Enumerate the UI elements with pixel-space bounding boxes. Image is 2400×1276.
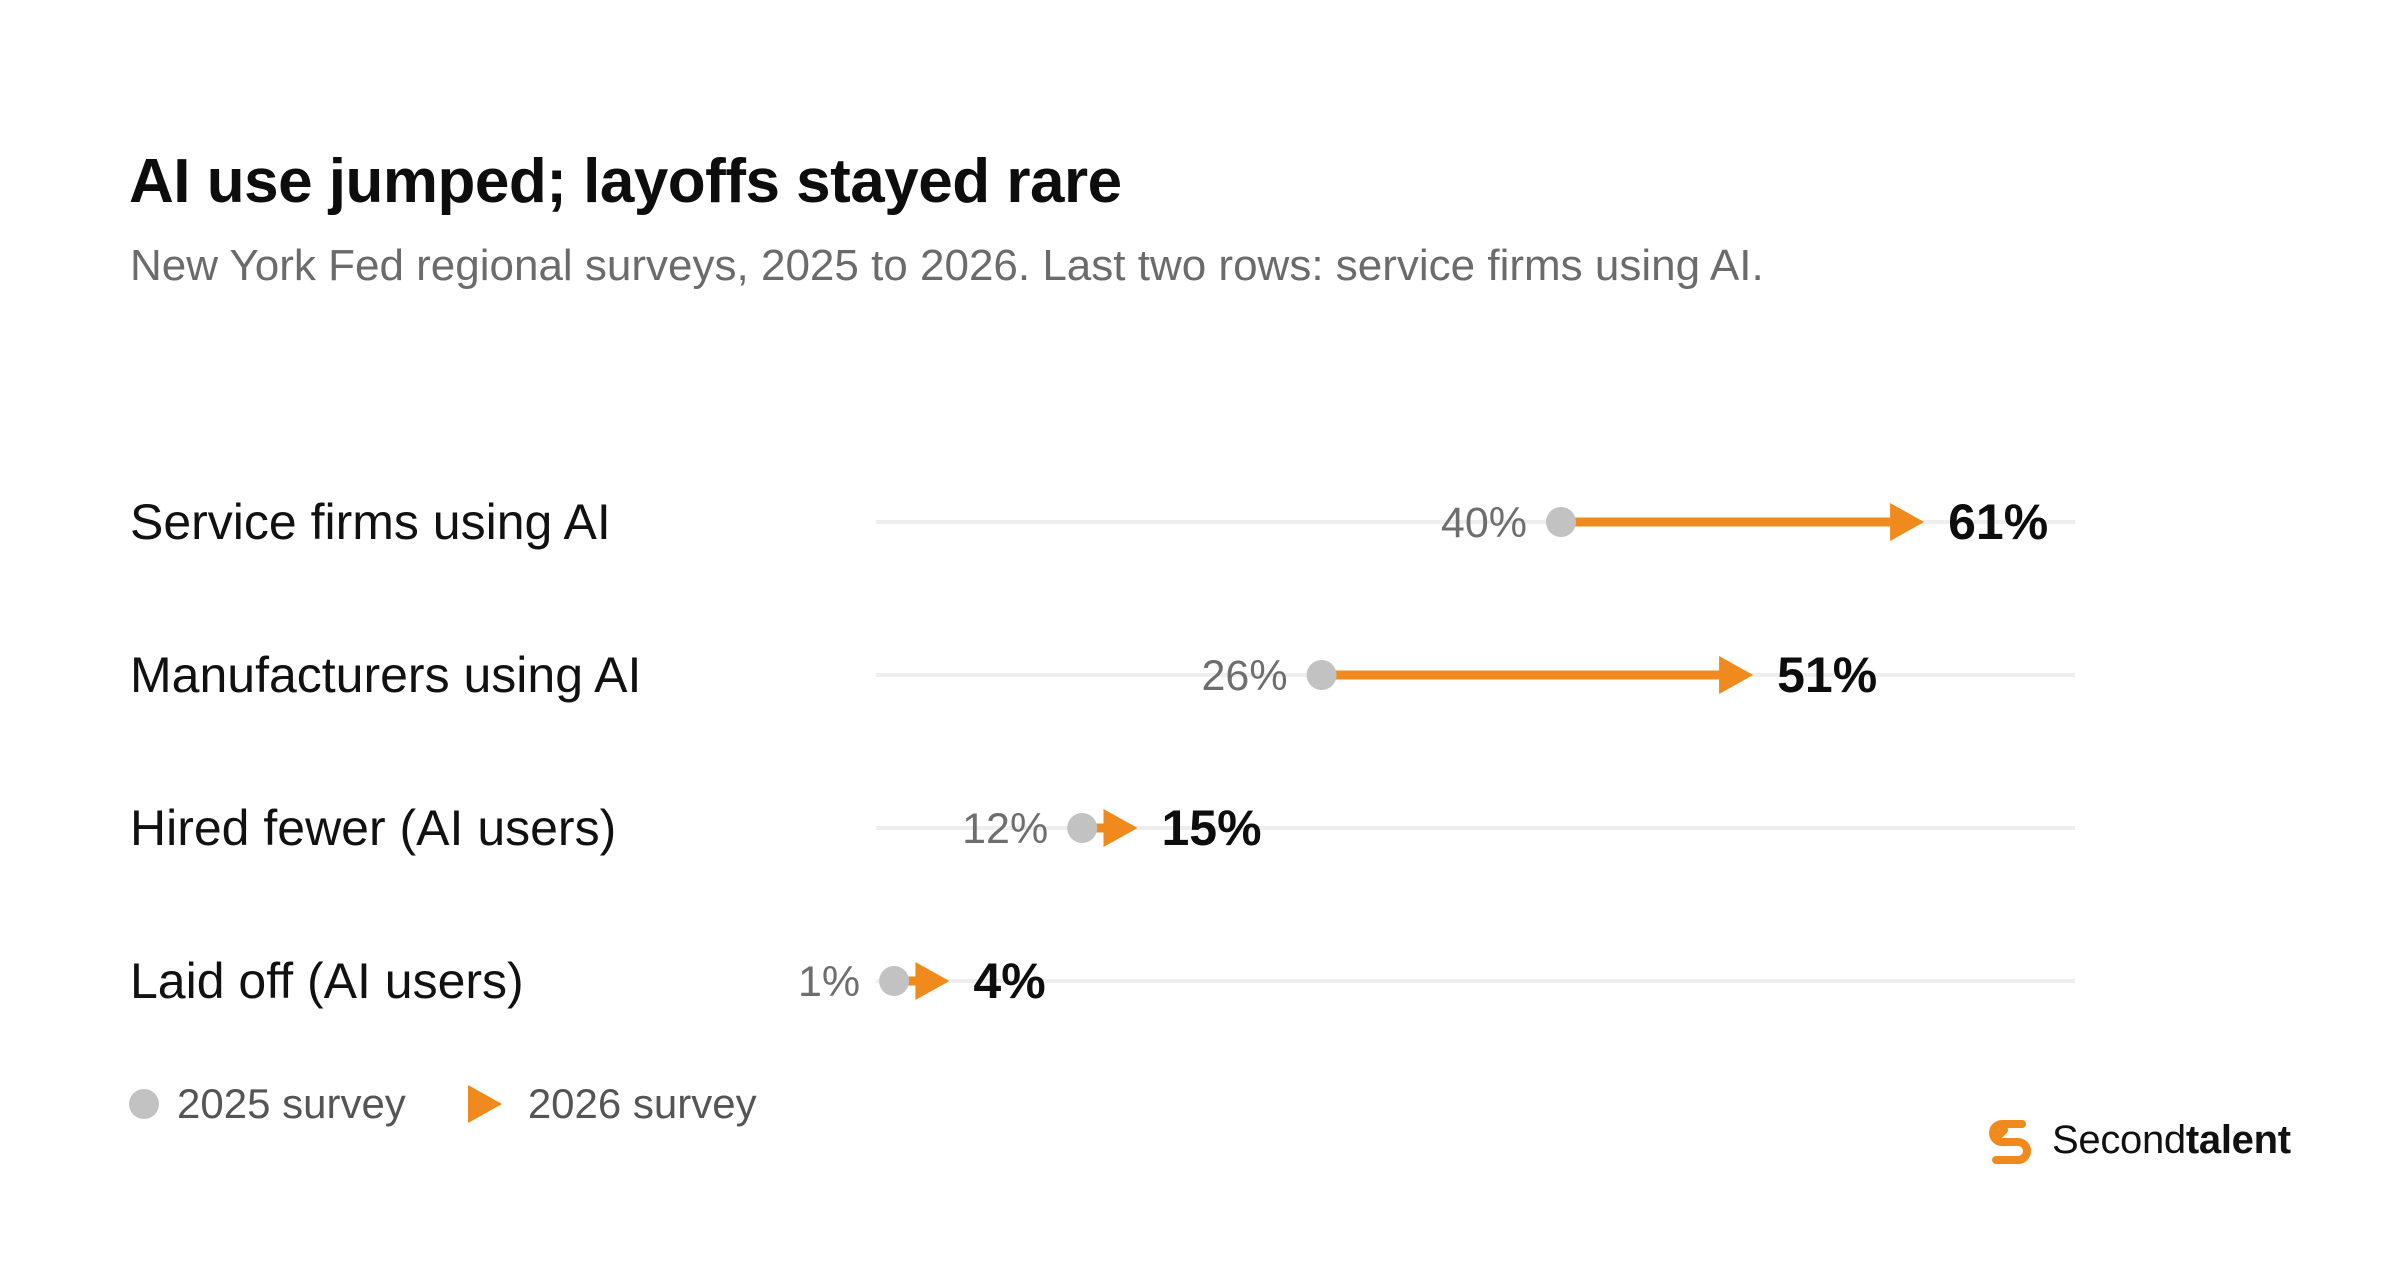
row-label: Hired fewer (AI users) [130,800,616,856]
start-value-label: 1% [798,958,860,1006]
chart-title: AI use jumped; layoffs stayed rare [129,147,1122,216]
secondtalent-logo-icon [1989,1120,2031,1164]
legend-label-2026: 2026 survey [527,1080,757,1127]
brand-name: Secondtalent [2052,1118,2291,1163]
legend-item-2026: 2026 survey [467,1080,757,1128]
start-value-label: 12% [962,805,1048,853]
arrow-head-icon [1103,809,1138,847]
start-dot [1067,813,1098,843]
legend: 2025 survey 2026 survey [129,1080,819,1128]
legend-item-2025: 2025 survey [129,1080,406,1128]
arrow-head-icon [1719,656,1754,694]
end-value-label: 61% [1948,494,2048,550]
end-value-label: 15% [1162,800,1262,856]
brand-name-bold: talent [2185,1117,2291,1162]
arrow-head-icon [915,962,950,1000]
row-label: Laid off (AI users) [130,953,524,1009]
start-dot [1546,507,1576,537]
legend-triangle-icon [467,1085,502,1123]
end-value-label: 51% [1777,647,1877,703]
start-dot [1306,660,1337,690]
brand-name-regular: Second [2052,1117,2186,1162]
row-label: Manufacturers using AI [130,647,641,703]
row-label: Service firms using AI [130,494,611,550]
start-dot [879,966,910,996]
arrow-head-icon [1890,503,1925,541]
start-value-label: 26% [1202,652,1288,700]
legend-circle-icon [129,1089,159,1119]
chart-subtitle: New York Fed regional surveys, 2025 to 2… [130,241,1764,290]
brand-logo: Secondtalent [1982,1112,2291,1168]
end-value-label: 4% [973,953,1045,1009]
legend-label-2025: 2025 survey [177,1080,406,1127]
start-value-label: 40% [1441,499,1527,547]
